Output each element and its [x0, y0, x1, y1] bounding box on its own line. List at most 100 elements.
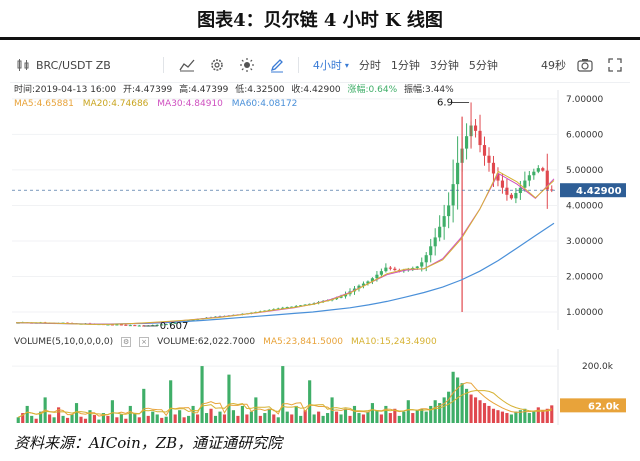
pair-label: BRC/USDT ZB [36, 58, 111, 72]
candle [361, 283, 366, 286]
ohlc-info-line: 时间:2019-04-13 16:00 开:4.47399 高:4.47399 … [14, 84, 458, 96]
candle [178, 321, 182, 323]
candle [339, 296, 343, 298]
settings-icon[interactable] [208, 56, 226, 74]
volume-bar [200, 366, 204, 423]
candle [366, 281, 370, 284]
info-open: 开:4.47399 [123, 85, 173, 95]
volume-bar [465, 388, 469, 423]
y-tick-label: 5.00000 [566, 166, 603, 176]
candle [133, 325, 137, 327]
candle [514, 193, 518, 199]
volume-bar [48, 414, 52, 423]
candle [290, 306, 294, 308]
volume-bar [213, 415, 218, 423]
candle [285, 307, 289, 309]
volume-bar [420, 408, 424, 423]
volume-bar [124, 418, 128, 423]
volume-bar [366, 411, 370, 423]
theme-sun-icon[interactable] [238, 56, 256, 74]
volume-bar [532, 411, 536, 423]
candle [429, 246, 433, 256]
close-icon[interactable]: × [139, 337, 150, 347]
volume-bar [514, 411, 518, 423]
volume-bar [61, 415, 65, 423]
volume-bar [222, 414, 227, 423]
y-tick-label: 2.00000 [566, 272, 603, 282]
candle [119, 324, 123, 326]
info-high: 高:4.47399 [179, 85, 229, 95]
candle [518, 187, 522, 194]
info-change: 涨幅:0.64% [347, 85, 398, 95]
volume-bar [30, 415, 34, 423]
high-annotation-label: 6.9 [437, 97, 453, 108]
indicator-icon[interactable] [178, 56, 196, 74]
volume-bar [187, 415, 191, 423]
candle [536, 168, 540, 172]
candle [451, 184, 455, 206]
volume-bar [92, 415, 97, 423]
volume-bar [160, 417, 164, 423]
volume-bar [133, 413, 137, 423]
candle [473, 125, 478, 131]
volume-bar [164, 416, 168, 423]
volume-bar [169, 380, 173, 423]
candle [357, 285, 361, 289]
candle [442, 216, 446, 227]
volume-bar [339, 414, 343, 423]
countdown-label: 49秒 [541, 59, 566, 72]
volume-bar [52, 417, 56, 423]
volume-bar [249, 411, 253, 423]
volume-bar [402, 411, 406, 423]
fullscreen-icon[interactable] [606, 56, 624, 74]
ma-legend: MA5:4.65881 MA20:4.74686 MA30:4.84910 MA… [14, 98, 303, 110]
volume-value: VOLUME:62,022.7000 [157, 337, 256, 347]
volume-bar [438, 403, 442, 423]
candle [379, 271, 383, 275]
camera-icon[interactable] [576, 56, 594, 74]
volume-bar [451, 371, 455, 423]
candle [164, 324, 168, 326]
volume-bar [518, 410, 522, 423]
volume-bar [478, 400, 482, 423]
settings-icon[interactable]: ⚙ [121, 337, 132, 347]
volume-bar [137, 417, 141, 423]
pair-selector[interactable]: BRC/USDT ZB [16, 58, 111, 72]
candle [550, 189, 554, 191]
draw-pencil-icon[interactable] [268, 56, 286, 74]
interval-dropdown[interactable]: 4小时 ▾ [313, 57, 349, 73]
volume-bar [245, 414, 249, 423]
candle [110, 324, 114, 326]
candle [456, 162, 460, 185]
volume-bar [281, 366, 285, 423]
volume-bar [227, 374, 231, 423]
volume-bar [196, 414, 200, 423]
interval-option[interactable]: 1分钟 [390, 59, 420, 72]
ma5-label: MA5:4.65881 [14, 99, 74, 109]
volume-bar [115, 417, 119, 423]
volume-bar [106, 415, 110, 423]
current-price-tag [560, 183, 626, 198]
toolbar: BRC/USDT ZB 4小时 ▾ 分时 1分钟 3分钟 5分钟 49秒 [10, 48, 630, 83]
volume-bar [240, 405, 244, 423]
interval-selected-label: 4小时 [312, 59, 342, 72]
figure-title: 图表4：贝尔链 4 小时 K 线图 [0, 0, 640, 40]
candle [128, 325, 132, 327]
volume-indicator-label: VOLUME(5,10,0,0,0,0) [14, 337, 114, 347]
volume-bar [473, 397, 478, 423]
interval-option[interactable]: 5分钟 [468, 59, 498, 72]
candle [424, 255, 428, 263]
volume-bar [343, 408, 348, 423]
volume-bar [276, 417, 280, 423]
volume-bar [218, 411, 222, 423]
volume-bar [254, 397, 258, 423]
candle [160, 324, 164, 326]
volume-bar [236, 415, 240, 423]
interval-option[interactable]: 分时 [358, 59, 381, 72]
volume-bar [496, 410, 500, 423]
chevron-down-icon: ▾ [344, 60, 349, 70]
volume-legend: VOLUME(5,10,0,0,0,0) ⚙ × VOLUME:62,022.7… [14, 336, 445, 348]
volume-bar [178, 410, 182, 423]
interval-option[interactable]: 3分钟 [429, 59, 459, 72]
volume-bar [142, 388, 146, 423]
